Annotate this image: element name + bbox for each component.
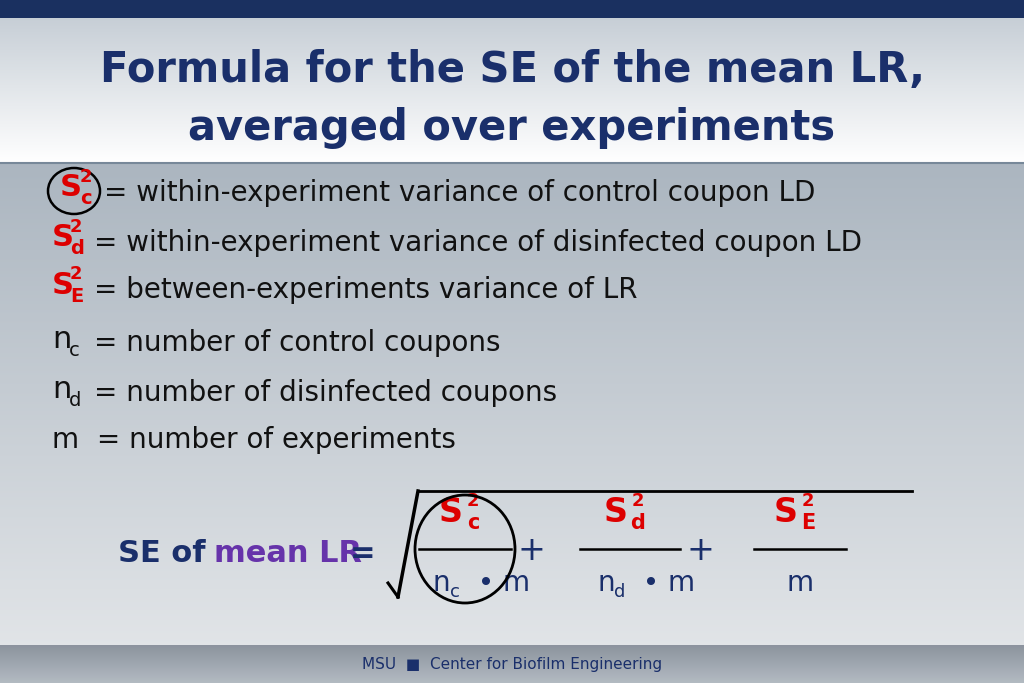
Bar — [0, 0, 1024, 18]
Text: • m: • m — [634, 569, 695, 597]
Text: =: = — [350, 538, 376, 568]
Text: S: S — [604, 495, 628, 529]
Text: +: + — [517, 535, 545, 568]
Text: 2: 2 — [70, 265, 83, 283]
Text: E: E — [801, 513, 815, 533]
Text: SE of: SE of — [118, 538, 216, 568]
Text: 2: 2 — [70, 218, 83, 236]
Text: E: E — [70, 286, 83, 305]
Text: 2: 2 — [80, 168, 92, 186]
Text: 2: 2 — [632, 492, 644, 510]
Text: S: S — [774, 495, 798, 529]
Text: S: S — [52, 270, 74, 300]
Text: d: d — [614, 583, 626, 601]
Text: c: c — [467, 513, 479, 533]
Text: 2: 2 — [467, 492, 479, 510]
Text: = within-experiment variance of disinfected coupon LD: = within-experiment variance of disinfec… — [94, 229, 862, 257]
Text: n: n — [52, 376, 72, 404]
Text: = within-experiment variance of control coupon LD: = within-experiment variance of control … — [104, 179, 815, 207]
Text: = number of disinfected coupons: = number of disinfected coupons — [94, 379, 557, 407]
Text: • m: • m — [469, 569, 530, 597]
Text: c: c — [451, 583, 460, 601]
Text: d: d — [70, 240, 84, 258]
Text: c: c — [69, 341, 80, 359]
Text: m: m — [786, 569, 813, 597]
Text: +: + — [686, 535, 714, 568]
Text: averaged over experiments: averaged over experiments — [188, 107, 836, 149]
Text: = between-experiments variance of LR: = between-experiments variance of LR — [94, 276, 638, 304]
Text: m  = number of experiments: m = number of experiments — [52, 426, 456, 454]
Text: S: S — [60, 173, 82, 202]
Text: = number of control coupons: = number of control coupons — [94, 329, 501, 357]
Text: d: d — [69, 391, 81, 410]
Text: n: n — [432, 569, 450, 597]
Text: mean LR: mean LR — [214, 538, 362, 568]
Text: MSU  ■  Center for Biofilm Engineering: MSU ■ Center for Biofilm Engineering — [361, 656, 663, 671]
Text: S: S — [439, 495, 463, 529]
Text: S: S — [52, 223, 74, 253]
Text: Formula for the SE of the mean LR,: Formula for the SE of the mean LR, — [99, 49, 925, 91]
Text: 2: 2 — [802, 492, 814, 510]
Text: c: c — [80, 189, 91, 208]
Text: d: d — [631, 513, 645, 533]
Text: n: n — [597, 569, 614, 597]
Text: n: n — [52, 326, 72, 354]
